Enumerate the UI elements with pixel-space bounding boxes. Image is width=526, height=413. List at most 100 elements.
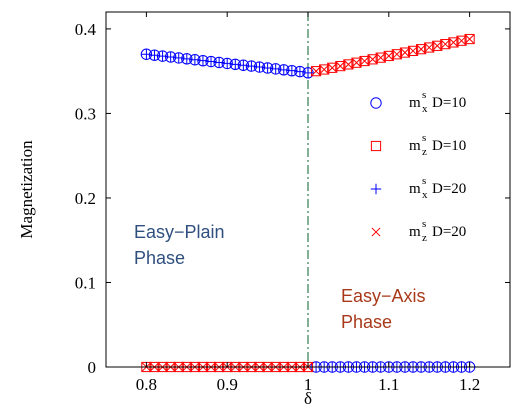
data-point: [367, 54, 378, 65]
data-point: [383, 50, 394, 62]
data-point: [391, 49, 402, 60]
data-point: [254, 61, 265, 73]
data-point: [181, 53, 192, 65]
data-point: [384, 51, 394, 61]
data-point: [399, 47, 411, 58]
data-point: [359, 55, 370, 67]
legend-marker: [370, 97, 382, 109]
data-point: [392, 49, 402, 59]
data-point: [157, 50, 168, 62]
data-point: [311, 66, 321, 76]
data-point: [464, 33, 475, 45]
legend-marker: [370, 183, 382, 195]
legend-symbol: m: [409, 181, 421, 197]
data-point: [189, 54, 201, 65]
data-point: [205, 56, 217, 67]
y-axis-label: Magnetization: [17, 140, 36, 239]
phase-label: Phase: [341, 312, 392, 332]
x-tick-label: 1.1: [378, 375, 399, 394]
legend-superscript: s: [422, 132, 426, 144]
data-point: [246, 60, 257, 72]
data-point: [432, 40, 443, 51]
data-point: [149, 49, 160, 61]
data-point: [416, 44, 426, 54]
data-point: [376, 53, 386, 63]
data-point: [262, 62, 273, 74]
data-point: [432, 41, 442, 51]
data-point: [213, 57, 225, 68]
data-point: [400, 48, 410, 57]
x-axis-label: δ: [304, 389, 312, 408]
data-point: [319, 65, 329, 74]
legend-label: D=20: [432, 224, 466, 240]
x-tick-label: 1.2: [459, 375, 480, 394]
data-point: [327, 62, 338, 73]
data-point: [327, 63, 337, 73]
data-point: [448, 37, 459, 48]
x-tick-label: 1: [304, 375, 313, 394]
chart-axes: 0.8 0.9 1 1.1 1.2 0 0.1 0.2 0.3 0.4: [75, 11, 511, 394]
legend-symbol: m: [409, 138, 421, 154]
data-point: [141, 49, 152, 60]
data-point: [440, 39, 451, 50]
legend-subscript: z: [422, 232, 427, 244]
data-point: [408, 46, 418, 56]
data-point: [335, 60, 346, 72]
data-point: [165, 51, 176, 63]
data-point: [270, 63, 281, 75]
legend: m sx D=10m sz D=10m sx D=20m sz D=20: [370, 89, 466, 244]
data-point: [416, 44, 427, 55]
phase-annotations: Easy−Plain Phase Easy−Axis Phase: [134, 222, 426, 332]
y-tick-label: 0.4: [75, 20, 97, 39]
data-point: [302, 67, 314, 79]
data-point: [294, 66, 306, 77]
data-point: [440, 39, 450, 49]
data-point: [352, 58, 361, 68]
phase-label: Easy−Axis: [341, 286, 426, 306]
data-point: [465, 34, 475, 44]
y-tick-label: 0.1: [75, 273, 96, 292]
data-point: [278, 64, 289, 76]
legend-subscript: x: [422, 103, 428, 115]
legend-label: D=20: [432, 181, 466, 197]
legend-subscript: x: [422, 189, 428, 201]
data-point: [319, 64, 330, 75]
data-point: [335, 61, 345, 71]
legend-marker: [371, 227, 381, 237]
legend-symbol: m: [409, 95, 421, 111]
y-tick-label: 0.2: [75, 189, 96, 208]
legend-superscript: s: [422, 89, 426, 101]
y-tick-label: 0.3: [75, 104, 96, 123]
data-point: [222, 58, 233, 69]
legend-subscript: z: [422, 146, 427, 158]
data-point: [449, 38, 458, 47]
legend-label: D=10: [432, 95, 466, 111]
data-point: [197, 55, 209, 66]
data-point: [351, 57, 362, 68]
data-point: [407, 45, 419, 56]
phase-label: Phase: [134, 248, 185, 268]
x-tick-label: 0.9: [217, 375, 238, 394]
legend-marker: [370, 140, 382, 152]
phase-label: Easy−Plain: [134, 222, 225, 242]
data-point: [286, 65, 298, 76]
data-point: [310, 66, 322, 77]
data-point: [456, 35, 467, 46]
legend-label: D=10: [432, 138, 466, 154]
data-point: [375, 52, 386, 63]
data-point: [238, 60, 249, 71]
data-point: [343, 59, 354, 70]
legend-superscript: s: [422, 175, 426, 187]
y-tick-label: 0: [88, 358, 97, 377]
data-point: [360, 56, 369, 66]
data-point: [230, 59, 241, 70]
data-point: [424, 43, 434, 52]
data-point: [457, 36, 466, 46]
data-point: [368, 54, 378, 64]
legend-superscript: s: [422, 218, 426, 230]
data-point: [173, 52, 184, 64]
data-point: [424, 42, 435, 53]
data-point: [343, 59, 353, 69]
legend-symbol: m: [409, 224, 421, 240]
